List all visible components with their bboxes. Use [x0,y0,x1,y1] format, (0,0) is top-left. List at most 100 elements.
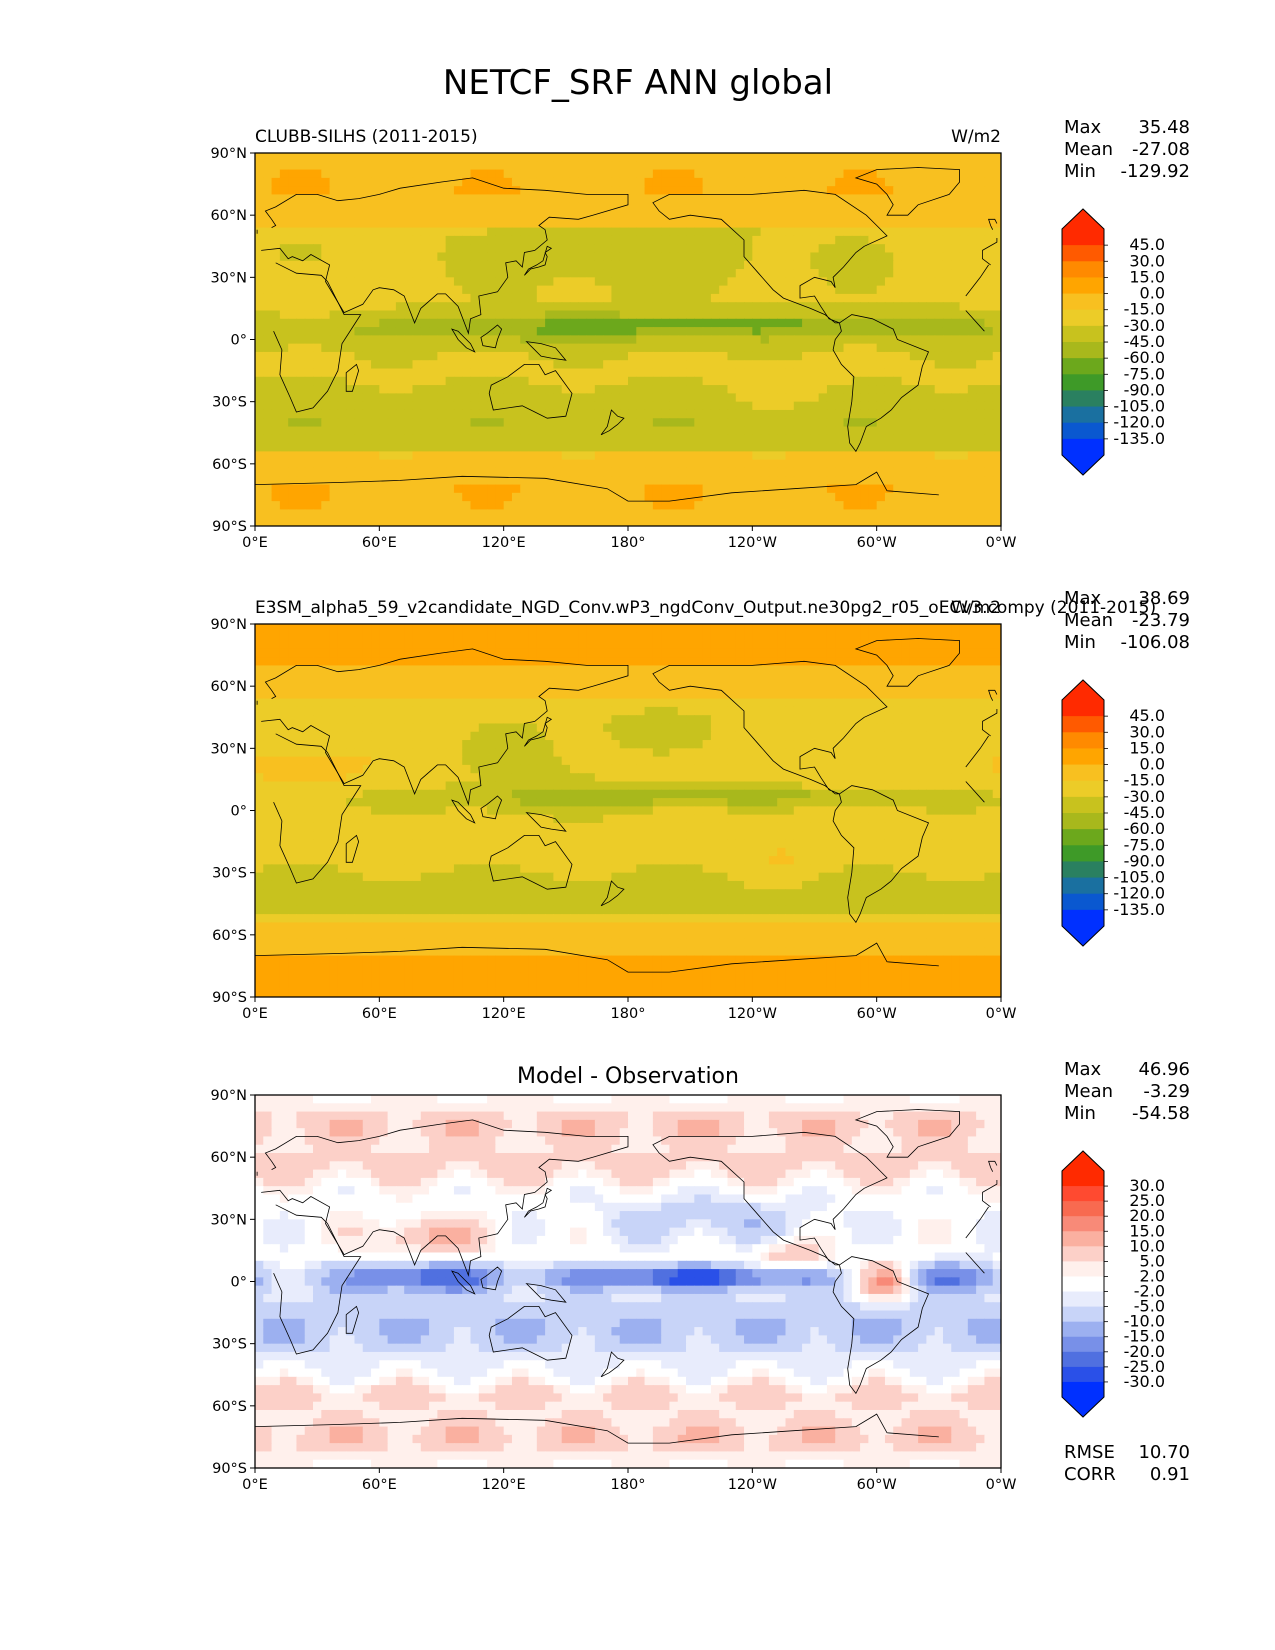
coastline-madagascar [345,834,360,863]
colorbar-swatch [1062,1261,1104,1277]
coastline-africa [965,310,985,332]
coastline-newguinea [525,812,567,832]
colorbar-swatch [1062,909,1104,927]
map-field [255,1095,1001,1468]
coastline-samerica [832,1256,930,1395]
coastline-eurasia [261,177,629,335]
stat-label: Max [1064,1059,1102,1080]
colorbar-label: -25.0 [1124,1357,1165,1376]
coastline-antarctica [255,471,939,502]
colorbar-swatch [1062,748,1104,766]
lon-tick-label: 60°W [857,1477,897,1493]
colorbar-swatch [1062,1171,1104,1187]
colorbar-label: -120.0 [1113,413,1165,432]
colorbar-swatch [1062,796,1104,814]
colorbar-label: -45.0 [1124,803,1165,822]
lat-tick-label: 60°S [212,928,247,944]
coastline-antarctica [255,1413,939,1444]
coastline-borneo [480,795,503,820]
stat-label: Max [1064,117,1102,138]
stat-value: -106.08 [1121,632,1190,653]
lat-tick-label: 30°N [210,741,247,757]
colorbar-label: 30.0 [1129,722,1165,741]
lon-tick-label: 60°W [857,1006,897,1022]
coastline-australia [488,835,573,890]
colorbar-label: 15.0 [1129,738,1165,757]
colorbar-swatch [1062,358,1104,375]
lon-tick-label: 60°E [362,1477,397,1493]
colorbar-label: 45.0 [1129,706,1165,725]
lat-tick-label: 60°S [212,457,247,473]
panel-center-title: Model - Observation [517,1064,739,1089]
lat-tick-label: 30°S [212,395,247,411]
colorbar-outline [1061,208,1105,476]
stat-value: -54.58 [1132,1103,1190,1124]
coastline-africa [965,1206,989,1239]
colorbar-label: -90.0 [1124,851,1165,870]
lat-tick-label: 90°S [212,990,247,1006]
stat-label: RMSE [1064,1442,1115,1463]
panel-left-title: CLUBB-SILHS (2011-2015) [255,127,478,147]
coastline-greenland [854,1109,960,1158]
colorbar-label: -15.0 [1124,1327,1165,1346]
colorbar: 45.030.015.00.0-15.0-30.0-45.0-60.0-75.0… [1061,679,1165,947]
panels: CLUBB-SILHS (2011-2015) W/m2 90°N 60°N 30°N 0… [210,117,1190,1493]
lon-tick-label: 180° [611,1006,646,1022]
colorbar-swatch [1062,406,1104,424]
colorbar-swatch [1062,309,1104,327]
colorbar-swatch [1062,1321,1104,1338]
colorbar-label: 25.0 [1129,1191,1165,1210]
lat-tick-label: 60°N [210,1150,247,1166]
colorbar-swatch [1062,277,1104,295]
colorbar-swatch [1062,1291,1104,1308]
colorbar-outline [1061,1150,1105,1418]
colorbar-swatch [1062,716,1104,733]
lat-tick-label: 90°S [212,1461,247,1477]
colorbar-swatch [1062,1306,1104,1323]
lat-tick-label: 0° [231,804,247,820]
colorbar-label: -5.0 [1134,1297,1165,1316]
coastline-britain [988,689,998,701]
lon-tick-label: 0°W [986,1006,1017,1022]
coastline-namerica [652,189,888,324]
stat-label: Min [1064,1103,1096,1124]
lon-tick-label: 0°E [242,1006,268,1022]
colorbar-label: -105.0 [1113,397,1165,416]
stat-label: Max [1064,588,1102,609]
coastline-sumatra [451,799,476,824]
lon-tick-label: 180° [611,1477,646,1493]
colorbar: 30.025.020.015.010.05.02.0-2.0-5.0-10.0-… [1061,1150,1165,1418]
colorbar-extend-bottom [1062,1397,1104,1417]
colorbar-label: 15.0 [1129,267,1165,286]
stat-value: -129.92 [1121,161,1190,182]
coastline-japan [524,1187,553,1218]
coastline-sumatra [451,328,476,353]
lon-tick-label: 60°W [857,535,897,551]
stat-value: 0.91 [1150,1464,1190,1485]
coastline-madagascar [345,1305,360,1334]
stat-label: Min [1064,632,1096,653]
colorbar-label: 15.0 [1129,1221,1165,1240]
coastline-australia [488,364,573,419]
stat-value: 38.69 [1138,588,1190,609]
coastline-africa [273,1204,362,1355]
colorbar-label: -105.0 [1113,868,1165,887]
coastline-madagascar [345,363,360,392]
lat-tick-label: 30°S [212,866,247,882]
coastline-antarctica [255,942,939,973]
stats-box: Max 38.69 Mean -23.79 Min -106.08 [1064,588,1190,653]
stat-value: -3.29 [1143,1081,1190,1102]
lon-tick-label: 0°E [242,535,268,551]
lon-tick-label: 60°E [362,1006,397,1022]
colorbar-swatch [1062,829,1104,846]
coastline-samerica [832,314,930,453]
lat-tick-label: 0° [231,333,247,349]
colorbar-label: -2.0 [1134,1282,1165,1301]
coastline-eurasia [261,648,629,806]
stat-value: 46.96 [1138,1059,1190,1080]
colorbar-label: -75.0 [1124,835,1165,854]
colorbar-swatch [1062,325,1104,343]
lon-tick-label: 0°W [986,535,1017,551]
colorbar-swatch [1062,1336,1104,1353]
